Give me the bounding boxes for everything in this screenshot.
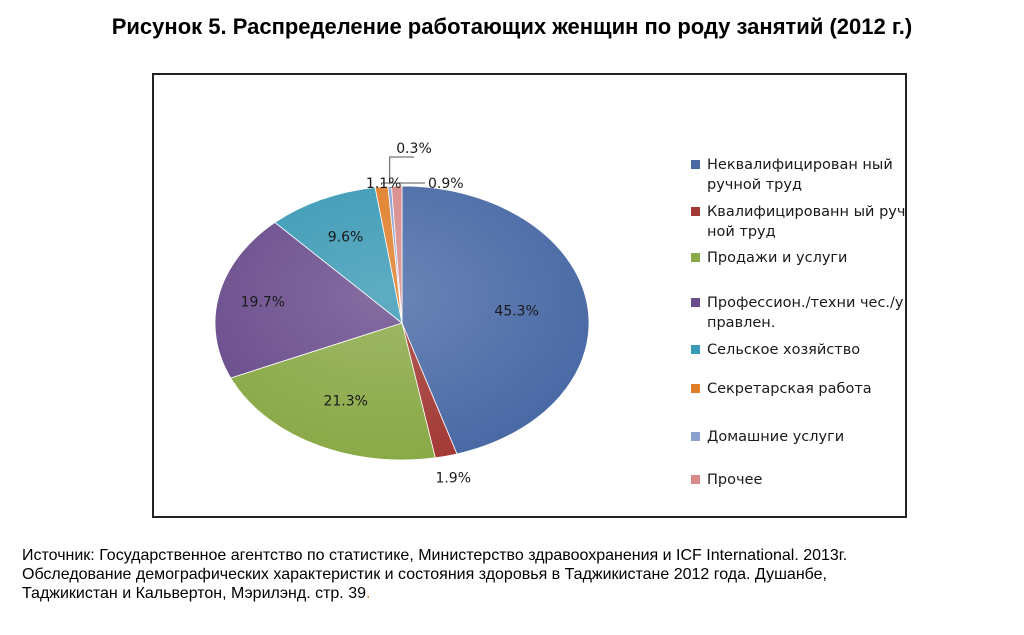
legend-item-2: Квалифицированн ый ручной труд xyxy=(691,202,906,242)
slice-label-6: 1.1% xyxy=(366,176,402,192)
legend-swatch xyxy=(691,432,700,441)
legend-swatch xyxy=(691,384,700,393)
legend-swatch xyxy=(691,298,700,307)
chart-frame: 45.3% 1.9% 21.3% 19.7% 9.6% 1.1% 0.3% 0.9% Некв… xyxy=(152,73,907,518)
legend-item-1: Неквалифицирован ный ручной труд xyxy=(691,155,906,195)
legend-label: Домашние услуги xyxy=(707,429,845,445)
legend-item-6: Секретарская работа xyxy=(691,379,906,399)
slice-label-4: 19.7% xyxy=(241,295,285,311)
leader-line-8 xyxy=(396,182,425,185)
source-note: Источник: Государственное агентство по с… xyxy=(22,546,1012,603)
legend-swatch xyxy=(691,253,700,262)
legend-label: Профессион./техни чес./управлен. xyxy=(707,295,904,331)
slice-label-8: 0.9% xyxy=(428,176,464,192)
legend-item-4: Профессион./техни чес./управлен. xyxy=(691,293,906,333)
chart-title: Рисунок 5. Распределение работающих женщ… xyxy=(111,14,913,39)
legend-item-3: Продажи и услуги xyxy=(691,248,906,268)
pie-sheen xyxy=(215,186,589,460)
source-line-3-text: Таджикистан и Кальвертон, Мэрилэнд. стр.… xyxy=(22,585,366,602)
slice-label-7: 0.3% xyxy=(396,141,432,157)
legend-label: Сельское хозяйство xyxy=(707,342,861,358)
slice-label-2: 1.9% xyxy=(435,470,471,486)
source-line-3: Таджикистан и Кальвертон, Мэрилэнд. стр.… xyxy=(22,584,1012,603)
leader-line-7 xyxy=(389,156,414,185)
legend-swatch xyxy=(691,345,700,354)
legend-label: Продажи и услуги xyxy=(707,250,848,266)
legend-label: Секретарская работа xyxy=(707,381,872,397)
legend-item-5: Сельское хозяйство xyxy=(691,340,906,360)
slice-label-1: 45.3% xyxy=(494,303,538,319)
pie-chart: 45.3% 1.9% 21.3% 19.7% 9.6% 1.1% 0.3% 0.9% xyxy=(214,141,590,486)
source-line-2: Обследование демографических характерист… xyxy=(22,566,827,583)
legend-label: Квалифицированн ый ручной труд xyxy=(707,204,906,240)
legend-label: Неквалифицирован ный ручной труд xyxy=(707,157,893,193)
slice-label-5: 9.6% xyxy=(328,229,364,245)
legend-item-7: Домашние услуги xyxy=(691,427,906,447)
legend-label: Прочее xyxy=(707,472,763,488)
source-line-1: Источник: Государственное агентство по с… xyxy=(22,547,848,564)
legend-item-8: Прочее xyxy=(691,470,906,490)
legend-swatch xyxy=(691,207,700,216)
source-line-3-end: . xyxy=(366,585,371,602)
legend-swatch xyxy=(691,475,700,484)
slice-label-3: 21.3% xyxy=(323,393,367,409)
legend-swatch xyxy=(691,160,700,169)
